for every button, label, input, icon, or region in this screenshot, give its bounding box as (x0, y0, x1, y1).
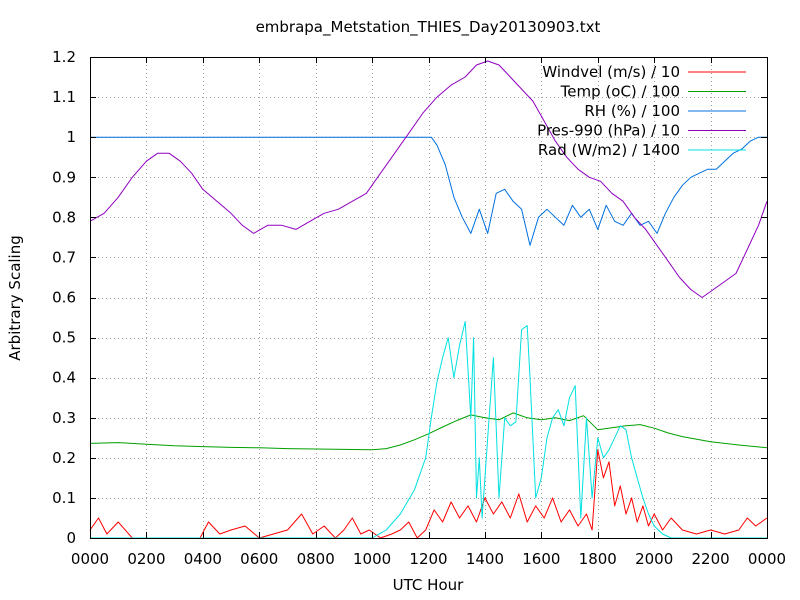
x-tick-label: 0200 (127, 550, 165, 568)
y-tick-label: 0.2 (52, 449, 76, 467)
x-tick-label: 0800 (297, 550, 335, 568)
series-layer (89, 60, 768, 539)
x-axis-label: UTC Hour (393, 576, 464, 594)
series-line-1 (89, 412, 768, 451)
x-tick-label: 1800 (579, 550, 617, 568)
ticks (90, 57, 768, 539)
x-tick-label: 0000 (748, 550, 786, 568)
y-axis-label: Arbitrary Scaling (6, 235, 24, 361)
y-tick-label: 0.8 (52, 208, 76, 226)
y-tick-label: 1.1 (52, 88, 76, 106)
y-tick-label: 1 (66, 128, 76, 146)
y-tick-label: 0.3 (52, 409, 76, 427)
legend-label: RH (%) / 100 (584, 102, 680, 120)
legend-label: Pres-990 (hPa) / 10 (537, 122, 680, 140)
y-tick-label: 0.4 (52, 369, 76, 387)
legend-label: Windvel (m/s) / 10 (542, 63, 680, 81)
x-tick-label: 0600 (240, 550, 278, 568)
y-tick-label: 0.1 (52, 489, 76, 507)
series-line-0 (89, 449, 768, 539)
x-tick-label: 2200 (691, 550, 729, 568)
y-tick-label: 0.6 (52, 289, 76, 307)
chart-title: embrapa_Metstation_THIES_Day20130903.txt (256, 18, 601, 37)
y-tick-labels: 0 0.1 0.2 0.3 0.4 0.5 0.6 0.7 0.8 0.9 1 1.1 1.2 (52, 48, 76, 547)
series-line-4 (90, 321, 767, 539)
x-tick-label: 0000 (71, 550, 109, 568)
x-tick-label: 1200 (409, 550, 447, 568)
x-tick-label: 2000 (635, 550, 673, 568)
series-line-2 (90, 136, 767, 246)
x-tick-label: 0400 (184, 550, 222, 568)
legend-label: Temp (oC) / 100 (560, 83, 680, 101)
x-tick-label: 1400 (466, 550, 504, 568)
x-tick-label: 1600 (522, 550, 560, 568)
x-tick-labels: 0000 0200 0400 0600 0800 1000 1200 1400 1600 1800… (71, 550, 786, 568)
y-tick-label: 0.9 (52, 168, 76, 186)
y-tick-label: 0.7 (52, 248, 76, 266)
series-line-3 (89, 60, 768, 298)
y-tick-label: 0.5 (52, 329, 76, 347)
y-tick-label: 1.2 (52, 48, 76, 66)
legend-label: Rad (W/m2) / 1400 (538, 141, 680, 159)
y-tick-label: 0 (66, 529, 76, 547)
x-tick-label: 1000 (353, 550, 391, 568)
